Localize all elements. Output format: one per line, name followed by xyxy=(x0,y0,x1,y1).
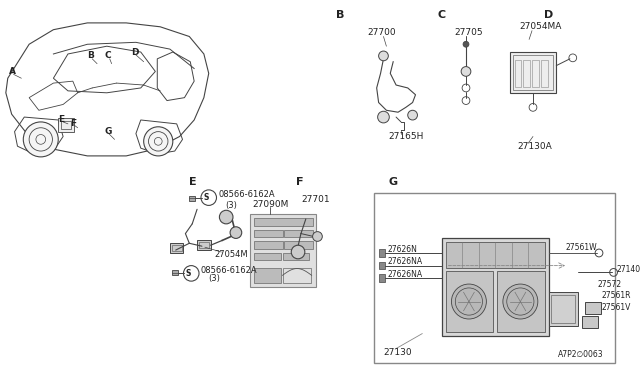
Bar xyxy=(515,60,522,87)
Text: S: S xyxy=(186,269,191,278)
Text: 27130: 27130 xyxy=(383,349,412,357)
Bar xyxy=(586,302,601,314)
Text: C: C xyxy=(438,10,446,20)
Text: (3): (3) xyxy=(208,274,220,283)
Bar xyxy=(284,241,312,249)
Bar xyxy=(254,218,312,226)
Circle shape xyxy=(220,210,233,224)
Bar xyxy=(445,272,493,331)
Text: B: B xyxy=(88,51,94,60)
Text: 27130A: 27130A xyxy=(518,142,552,151)
Text: F: F xyxy=(296,177,303,187)
Bar xyxy=(172,245,182,251)
Bar xyxy=(189,196,195,201)
Bar xyxy=(199,242,209,248)
Circle shape xyxy=(144,127,173,156)
Bar xyxy=(172,270,178,275)
Text: 27626NA: 27626NA xyxy=(387,270,422,279)
Bar xyxy=(532,60,539,87)
Text: 27090M: 27090M xyxy=(252,200,289,209)
Text: F: F xyxy=(70,119,76,128)
Bar xyxy=(509,52,556,93)
Circle shape xyxy=(461,67,471,76)
Bar xyxy=(379,274,385,282)
Circle shape xyxy=(408,110,417,120)
Bar xyxy=(61,121,71,129)
Bar xyxy=(284,230,312,237)
Text: 27561V: 27561V xyxy=(602,303,631,312)
Text: D: D xyxy=(544,10,553,20)
Bar xyxy=(513,55,554,90)
Text: G: G xyxy=(388,177,397,187)
Bar xyxy=(379,262,385,269)
Bar xyxy=(170,243,184,253)
Bar xyxy=(548,292,578,326)
Text: G: G xyxy=(105,127,112,136)
Bar xyxy=(282,253,308,260)
Text: 27705: 27705 xyxy=(454,28,483,37)
Text: E: E xyxy=(58,115,65,125)
Text: 27561R: 27561R xyxy=(602,291,632,300)
Circle shape xyxy=(230,227,242,238)
Circle shape xyxy=(503,284,538,319)
Bar xyxy=(524,60,530,87)
Bar xyxy=(552,295,575,323)
Bar xyxy=(582,316,598,328)
Text: 27626NA: 27626NA xyxy=(387,257,422,266)
Circle shape xyxy=(23,122,58,157)
Bar xyxy=(58,118,74,132)
Text: 08566-6162A: 08566-6162A xyxy=(218,190,275,199)
Text: 27626N: 27626N xyxy=(387,245,417,254)
Bar xyxy=(250,214,317,287)
Bar xyxy=(197,240,211,250)
Text: 27054M: 27054M xyxy=(214,250,248,259)
Circle shape xyxy=(378,111,389,123)
Text: 27700: 27700 xyxy=(367,28,396,37)
Text: (3): (3) xyxy=(225,201,237,210)
Bar xyxy=(254,230,282,237)
Bar xyxy=(442,238,548,336)
Circle shape xyxy=(312,232,323,241)
Bar xyxy=(254,267,280,283)
Bar xyxy=(379,249,385,257)
Bar xyxy=(445,242,545,267)
Text: E: E xyxy=(189,177,197,187)
Bar xyxy=(254,241,282,249)
Bar xyxy=(254,253,280,260)
Bar xyxy=(374,193,614,363)
Bar xyxy=(282,267,310,283)
Text: 27140: 27140 xyxy=(616,265,640,274)
Text: B: B xyxy=(335,10,344,20)
Text: A7P2∅0063: A7P2∅0063 xyxy=(557,350,604,359)
Bar xyxy=(541,60,548,87)
Circle shape xyxy=(451,284,486,319)
Text: 27572: 27572 xyxy=(597,279,621,289)
Text: S: S xyxy=(203,193,209,202)
Text: 27701: 27701 xyxy=(301,195,330,204)
Text: D: D xyxy=(131,48,139,57)
Text: A: A xyxy=(9,67,16,76)
Circle shape xyxy=(291,245,305,259)
Circle shape xyxy=(463,41,469,47)
Text: 08566-6162A: 08566-6162A xyxy=(201,266,257,275)
Text: 27165H: 27165H xyxy=(388,132,424,141)
Text: C: C xyxy=(105,51,111,60)
Text: 27561W: 27561W xyxy=(566,243,598,252)
Circle shape xyxy=(379,51,388,61)
Text: 27054MA: 27054MA xyxy=(520,22,562,31)
Bar xyxy=(497,272,545,331)
